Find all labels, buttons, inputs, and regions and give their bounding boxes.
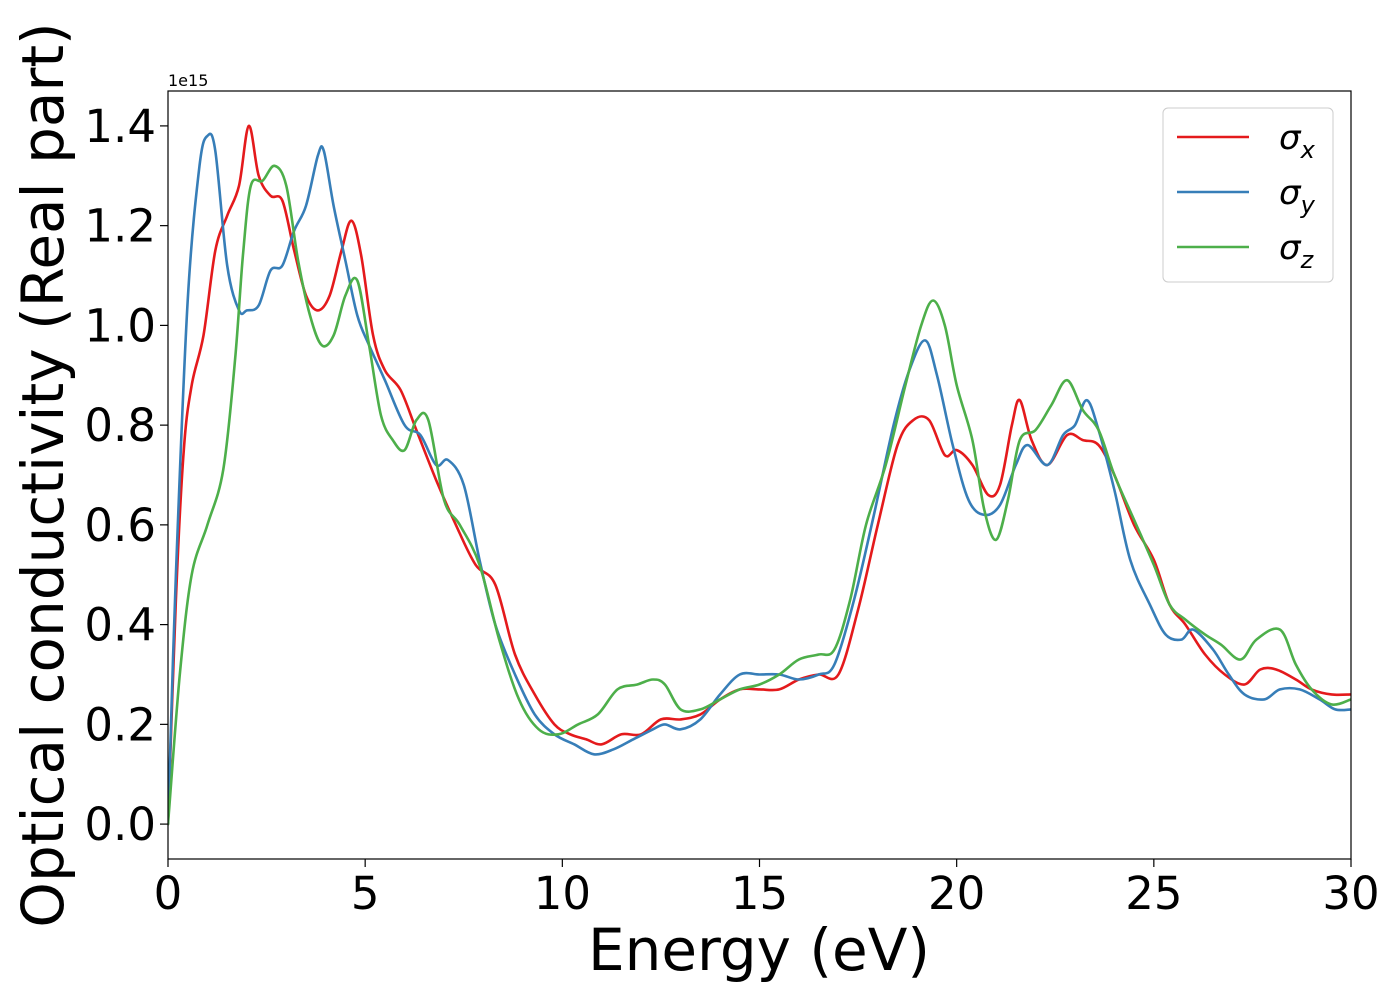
x-tick-label: 20 bbox=[928, 867, 985, 920]
series-lines bbox=[168, 124, 1351, 826]
x-axis: 0 5 10 15 20 25 30 bbox=[154, 859, 1380, 920]
y-tick-label: 0.8 bbox=[84, 399, 156, 452]
x-tick-label: 0 bbox=[154, 867, 183, 920]
x-tick-label: 15 bbox=[731, 867, 788, 920]
x-tick-label: 30 bbox=[1322, 867, 1379, 920]
y-tick-label: 1.0 bbox=[84, 299, 156, 352]
x-tick-label: 25 bbox=[1125, 867, 1182, 920]
series-line-y bbox=[168, 132, 1351, 826]
x-tick-label: 5 bbox=[351, 867, 380, 920]
legend-label-x: σx bbox=[1279, 118, 1316, 164]
y-tick-label: 0.6 bbox=[84, 499, 156, 552]
series-line-z bbox=[168, 164, 1351, 826]
y-tick-label: 1.4 bbox=[84, 100, 156, 153]
y-tick-label: 0.4 bbox=[84, 599, 156, 652]
x-axis-title: Energy (eV) bbox=[588, 916, 930, 984]
y-tick-label: 0.0 bbox=[84, 798, 156, 851]
x-tick-label: 10 bbox=[534, 867, 591, 920]
legend-label-y: σy bbox=[1279, 173, 1316, 219]
y-axis-title: Optical conductivity (Real part) bbox=[9, 22, 77, 927]
y-tick-label: 0.2 bbox=[84, 698, 156, 751]
legend-box bbox=[1162, 107, 1334, 283]
legend: σx σy σz bbox=[1162, 107, 1334, 283]
y-tick-label: 1.2 bbox=[84, 200, 156, 253]
y-offset-label: 1e15 bbox=[168, 71, 208, 90]
legend-label-z: σz bbox=[1279, 228, 1315, 274]
y-axis: 0.0 0.2 0.4 0.6 0.8 1.0 1.2 1.4 bbox=[84, 100, 168, 851]
